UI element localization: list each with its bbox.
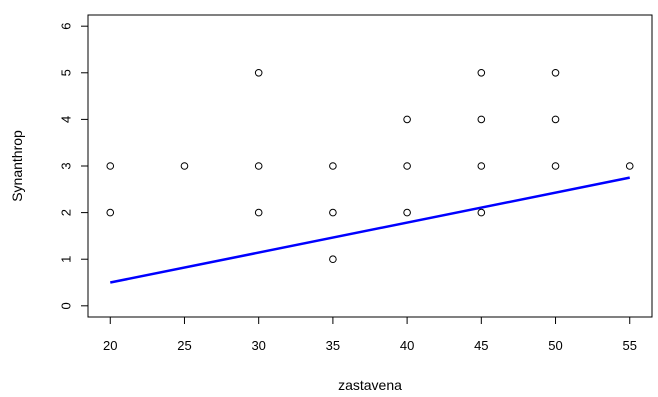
y-tick-label: 1 [59, 256, 74, 263]
data-point [329, 208, 337, 217]
data-point [551, 68, 560, 77]
data-point [403, 115, 411, 124]
x-tick-label: 50 [548, 338, 562, 353]
data-point [403, 162, 411, 170]
y-tick-label: 2 [59, 209, 74, 216]
data-point [106, 162, 115, 170]
y-axis: 0 1 2 3 4 5 6 [59, 23, 88, 309]
data-point [403, 208, 411, 217]
y-tick-label: 5 [59, 69, 74, 76]
y-tick-label: 3 [59, 162, 74, 169]
x-axis-title: zastavena [338, 377, 402, 393]
data-points [106, 68, 634, 264]
x-tick-label: 45 [474, 338, 488, 353]
x-tick-label: 20 [103, 338, 117, 353]
data-point [477, 115, 486, 124]
y-tick-label: 4 [59, 116, 74, 123]
data-point [254, 162, 263, 170]
x-axis: 20 25 30 35 40 45 50 55 [103, 317, 637, 353]
data-point [329, 162, 337, 170]
data-point [551, 115, 560, 124]
data-point [477, 68, 486, 77]
x-tick-label: 35 [326, 338, 340, 353]
x-tick-label: 40 [400, 338, 414, 353]
x-tick-label: 30 [251, 338, 265, 353]
y-axis-title: Synanthrop [9, 130, 25, 202]
trend-line-group [110, 176, 630, 284]
trend-line [110, 176, 630, 284]
data-point [254, 208, 263, 217]
data-point [477, 162, 486, 170]
data-point [180, 162, 189, 170]
data-point [329, 255, 337, 264]
data-point [551, 162, 560, 170]
data-point [254, 68, 263, 77]
plot-frame [87, 14, 653, 318]
y-tick-label: 6 [59, 23, 74, 30]
x-tick-label: 25 [177, 338, 191, 353]
data-point [477, 208, 486, 217]
y-tick-label: 0 [59, 302, 74, 309]
x-tick-label: 55 [623, 338, 637, 353]
data-point [106, 208, 115, 217]
data-point [625, 162, 634, 170]
